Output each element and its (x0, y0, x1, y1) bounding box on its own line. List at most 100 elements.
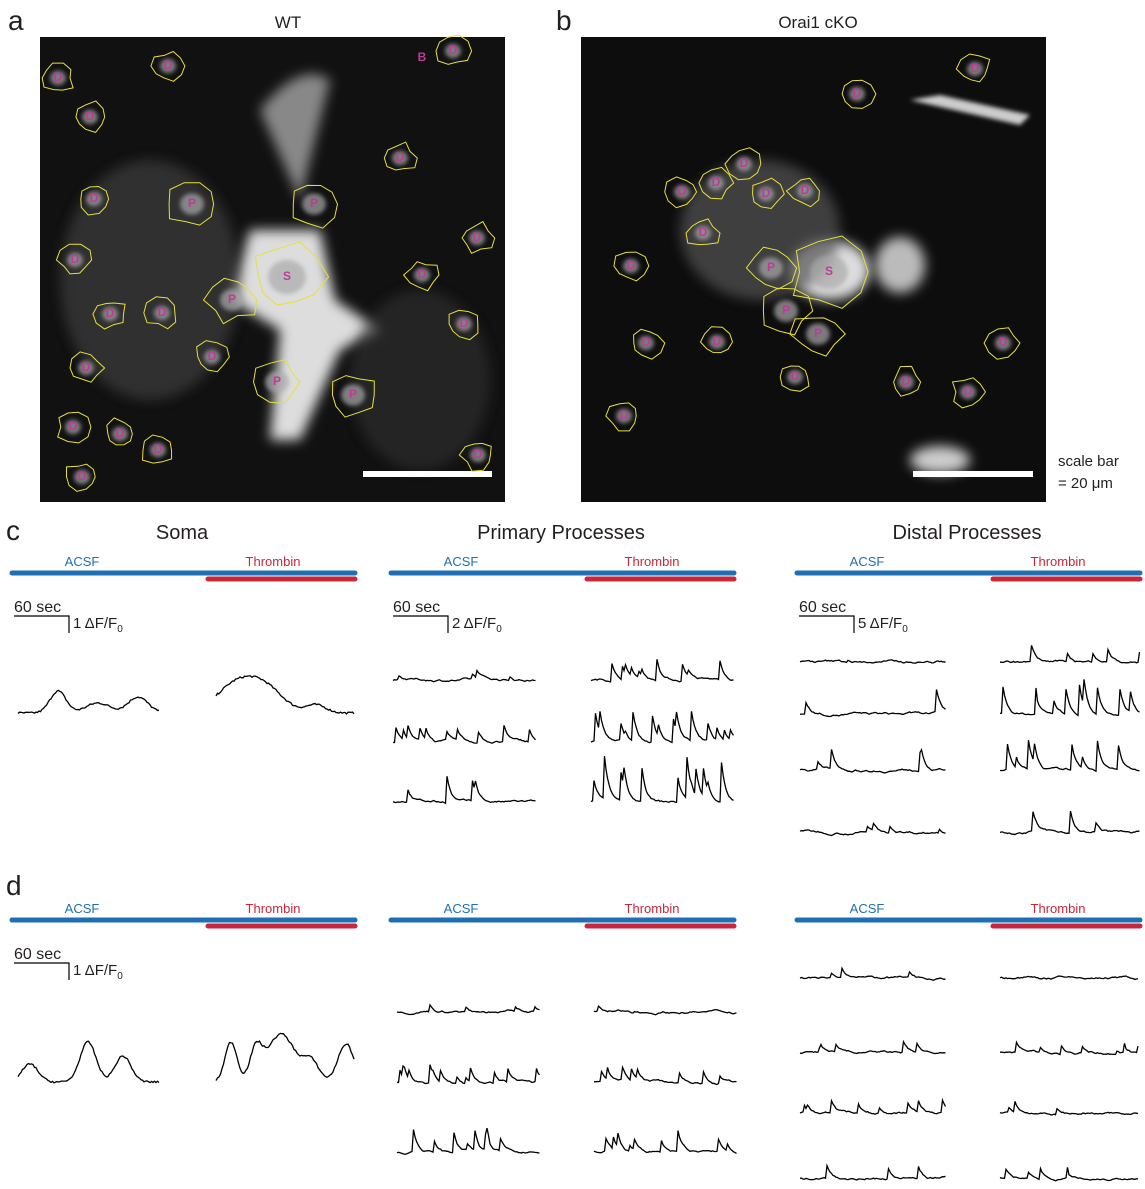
panel-label: d (6, 870, 22, 901)
roi-label: D (678, 184, 687, 198)
roi-label: D (620, 408, 629, 422)
condition-label: ACSF (65, 901, 100, 916)
roi-label: P (349, 387, 357, 401)
condition-label: ACSF (65, 554, 100, 569)
roi-label: D (999, 335, 1008, 349)
scale-amplitude-sub: 0 (117, 971, 123, 982)
group-title: Primary Processes (477, 522, 645, 544)
roi-label: D (699, 225, 708, 239)
condition-label: Thrombin (246, 554, 301, 569)
trace (800, 1166, 946, 1180)
roi-label: D (642, 335, 651, 349)
roi-label: D (460, 316, 469, 330)
trace (591, 756, 734, 802)
roi-label: P (228, 292, 236, 306)
condition-label: Thrombin (625, 901, 680, 916)
trace (591, 711, 734, 742)
roi-label: D (54, 70, 63, 84)
roi-label: D (853, 86, 862, 100)
roi-label: S (283, 269, 291, 283)
scale-bar (14, 616, 69, 633)
roi-label: P (273, 374, 281, 388)
panel-label: a (8, 5, 24, 36)
group-title: Distal Processes (893, 522, 1042, 544)
trace (1000, 645, 1140, 662)
roi-label: P (767, 260, 775, 274)
roi-label: D (971, 61, 980, 75)
trace (397, 1128, 540, 1154)
trace (18, 1041, 159, 1083)
scale-time: 60 sec (799, 599, 846, 616)
scale-bar-label: = 20 μm (1058, 475, 1113, 492)
trace (216, 1033, 354, 1080)
scale-amplitude-sub: 0 (902, 624, 908, 635)
figure: a WT b Orai1 cKO scale bar = 20 μm c d D… (0, 0, 1145, 1189)
roi-label: D (473, 230, 482, 244)
roi-label: D (712, 175, 721, 189)
trace (18, 690, 159, 713)
trace (1000, 811, 1140, 834)
trace (800, 968, 946, 980)
group-title: Soma (156, 522, 209, 544)
roi-label: D (208, 349, 217, 363)
roi-label: D (164, 58, 173, 72)
trace (1000, 1167, 1138, 1180)
roi-label: D (449, 43, 458, 57)
scale-amplitude: 5 ΔF/F0 (858, 615, 908, 635)
roi-label: P (188, 196, 196, 210)
scale-amplitude-text: 1 ΔF/F (73, 962, 117, 979)
scale-bar (799, 616, 854, 633)
condition-label: ACSF (850, 901, 885, 916)
trace (594, 1131, 737, 1154)
scale-time: 60 sec (14, 599, 61, 616)
trace (397, 1065, 540, 1084)
roi-label: D (740, 156, 749, 170)
trace (393, 671, 536, 682)
roi-label: D (396, 150, 405, 164)
roi-label: P (782, 303, 790, 317)
scale-amplitude-sub: 0 (117, 624, 123, 635)
roi-label: D (902, 374, 911, 388)
scale-bar (14, 963, 69, 980)
roi-label: P (310, 196, 318, 210)
trace (1000, 1042, 1138, 1054)
panel-label: c (6, 515, 20, 546)
trace (591, 659, 734, 682)
roi-label: D (86, 109, 95, 123)
condition-label: ACSF (850, 554, 885, 569)
roi-label: D (154, 442, 163, 456)
roi-label: D (69, 419, 78, 433)
trace (216, 676, 354, 714)
image-title: WT (275, 13, 301, 32)
roi-label: D (801, 183, 810, 197)
roi-label: D (474, 447, 483, 461)
roi-label: D (791, 369, 800, 383)
roi-label: D (90, 191, 99, 205)
condition-label: ACSF (444, 554, 479, 569)
condition-label: Thrombin (625, 554, 680, 569)
trace (1000, 1101, 1138, 1115)
trace (1000, 976, 1138, 979)
condition-label: Thrombin (246, 901, 301, 916)
image-title: Orai1 cKO (778, 13, 857, 32)
trace (1000, 740, 1140, 771)
trace (800, 690, 946, 717)
roi-label: D (964, 384, 973, 398)
trace (594, 1067, 737, 1084)
condition-label: Thrombin (1031, 554, 1086, 569)
roi-label: D (158, 305, 167, 319)
scale-time: 60 sec (14, 946, 61, 963)
roi-label: S (825, 264, 833, 278)
roi-label: D (116, 426, 125, 440)
roi-label: D (627, 258, 636, 272)
scale-amplitude-text: 5 ΔF/F (858, 615, 902, 632)
roi-label: P (814, 326, 822, 340)
roi-label: B (418, 50, 427, 64)
scale-bar (393, 616, 448, 633)
panel-label: b (556, 5, 572, 36)
scale-bar-label: scale bar (1058, 453, 1119, 470)
roi-label: D (762, 186, 771, 200)
roi-label: D (713, 334, 722, 348)
trace (1000, 679, 1140, 715)
roi-label: D (82, 360, 91, 374)
